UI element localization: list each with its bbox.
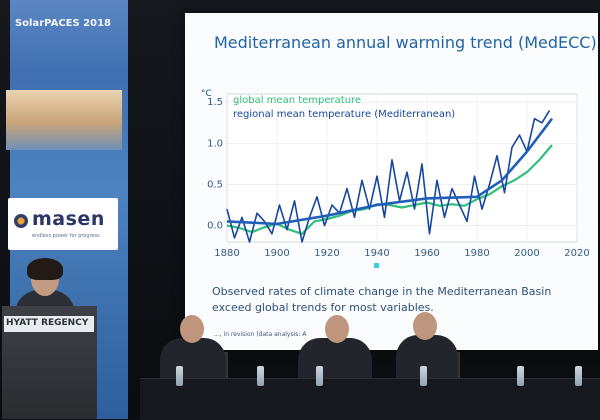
panelist-2-head xyxy=(325,315,349,343)
water-bottle xyxy=(257,366,264,386)
water-bottle xyxy=(517,366,524,386)
water-bottle xyxy=(176,366,183,386)
y-tick-label: 1.5 xyxy=(207,97,223,108)
x-tick-label: 1960 xyxy=(414,248,439,259)
series-line-0 xyxy=(226,144,553,235)
y-axis-unit: °C xyxy=(201,89,212,99)
sponsor-tagline: endless power for progress xyxy=(32,233,100,239)
x-tick-label: 2000 xyxy=(514,248,539,259)
sponsor-brand-name: masen xyxy=(32,208,105,230)
x-axis-tick-labels: 1880 1900 1920 1940 1960 1980 2000 2020 xyxy=(214,248,589,259)
legend-regional-mean: regional mean temperature (Mediterranean… xyxy=(233,109,455,120)
banner-event-title: SolarPACES 2018 xyxy=(14,18,111,29)
slide-title: Mediterranean annual warming trend (MedE… xyxy=(214,33,597,52)
panelist-3-head xyxy=(413,312,437,340)
x-tick-label: 1920 xyxy=(314,248,339,259)
series-line-1 xyxy=(226,109,551,243)
water-bottle xyxy=(575,366,582,386)
slide-citation: ..., in revision (data analysis: A xyxy=(214,331,307,338)
x-tick-label: 2020 xyxy=(564,248,589,259)
masen-logo-icon xyxy=(14,214,28,228)
panelist-1-body xyxy=(160,338,226,382)
y-tick-label: 0.0 xyxy=(207,221,223,232)
water-bottle xyxy=(420,366,427,386)
speaker-hair xyxy=(27,258,63,280)
podium-hotel-name: HYATT REGENCY xyxy=(6,318,89,328)
y-tick-label: 0.5 xyxy=(207,179,223,190)
y-axis-tick-labels: 0.0 0.5 1.0 1.5 xyxy=(207,97,223,231)
chart-series-group xyxy=(226,109,554,243)
panelist-2-body xyxy=(298,338,372,382)
y-tick-label: 1.0 xyxy=(207,138,223,149)
panelist-1-head xyxy=(180,315,204,343)
legend-global-mean: global mean temperature xyxy=(233,95,361,106)
panel-table xyxy=(140,378,600,420)
x-tick-label: 1880 xyxy=(214,248,239,259)
x-tick-label: 1940 xyxy=(364,248,389,259)
slide-caption: Observed rates of climate change in the … xyxy=(212,285,552,314)
podium-sign xyxy=(4,316,94,332)
temperature-line-chart: 1880 1900 1920 1940 1960 1980 2000 2020 0.0 0.5 1… xyxy=(201,89,590,259)
x-tick-label: 1900 xyxy=(264,248,289,259)
water-bottle xyxy=(316,366,323,386)
banner-city-photo xyxy=(6,90,122,150)
series-line-2 xyxy=(226,117,554,226)
plot-area xyxy=(226,93,578,243)
x-tick-label: 1980 xyxy=(464,248,489,259)
slide-marker xyxy=(374,263,379,268)
panelist-3-body xyxy=(396,335,458,382)
